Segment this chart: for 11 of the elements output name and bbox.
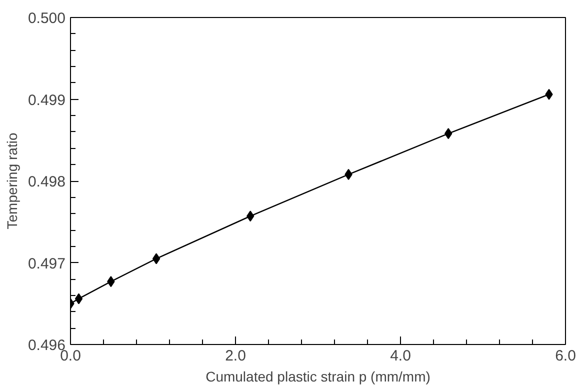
- x-tick-label: 6.0: [555, 348, 576, 364]
- y-tick-label: 0.498: [28, 174, 66, 190]
- x-axis-title: Cumulated plastic strain p (mm/mm): [206, 368, 430, 384]
- y-tick-label: 0.499: [28, 92, 66, 109]
- x-tick-label: 2.0: [225, 348, 246, 364]
- y-tick-label: 0.500: [28, 10, 66, 27]
- x-tick-label: 4.0: [390, 348, 411, 364]
- y-axis-title: Tempering ratio: [4, 132, 20, 230]
- point: [152, 253, 160, 264]
- y-tick-label: 0.497: [28, 255, 66, 272]
- point: [74, 293, 83, 304]
